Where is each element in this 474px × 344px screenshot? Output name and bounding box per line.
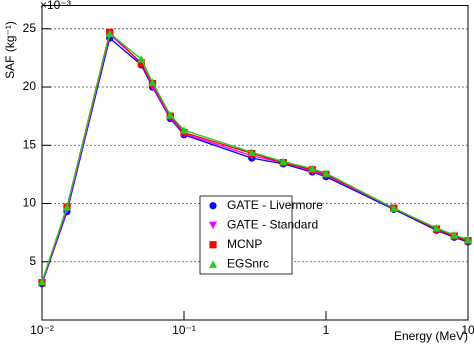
data-point	[137, 55, 146, 63]
x-tick-label: 10⁻¹	[172, 323, 196, 337]
legend-marker	[209, 260, 217, 268]
legend-label: GATE - Livermore	[227, 198, 323, 212]
y-tick-label: 5	[29, 254, 36, 268]
y-tick-label: 25	[23, 21, 37, 35]
x-tick-label: 10⁻²	[30, 323, 54, 337]
data-point	[63, 203, 71, 211]
data-point	[137, 60, 145, 68]
legend-marker	[209, 221, 217, 230]
y-tick-label: 15	[23, 137, 37, 151]
data-point	[308, 164, 317, 173]
data-point	[432, 224, 441, 232]
data-point	[105, 29, 114, 38]
data-point	[322, 169, 330, 177]
data-point	[148, 78, 157, 86]
x-axis-label: Energy (MeV)	[394, 329, 468, 343]
legend-label: EGSnrc	[227, 256, 269, 270]
y-tick-label: 20	[23, 79, 37, 93]
legend-label: MCNP	[227, 237, 262, 251]
data-point	[464, 235, 472, 244]
x-tick-label: 1	[323, 323, 330, 337]
y-tick-label: 10	[23, 196, 37, 210]
data-point	[279, 157, 288, 166]
data-point	[247, 148, 256, 156]
legend-box	[199, 195, 293, 275]
y-axis-label: SAF (kg⁻¹)	[3, 21, 17, 79]
data-point	[450, 231, 459, 239]
legend-marker	[209, 241, 217, 249]
x-tick-label: 10	[461, 323, 474, 337]
legend-label: GATE - Standard	[227, 217, 318, 231]
data-point	[38, 277, 46, 286]
data-point	[180, 126, 188, 134]
plot-frame	[41, 5, 469, 321]
data-point	[166, 111, 175, 119]
y-exponent: ×10⁻³	[40, 0, 71, 12]
legend-marker	[209, 202, 217, 210]
data-point	[389, 204, 398, 212]
